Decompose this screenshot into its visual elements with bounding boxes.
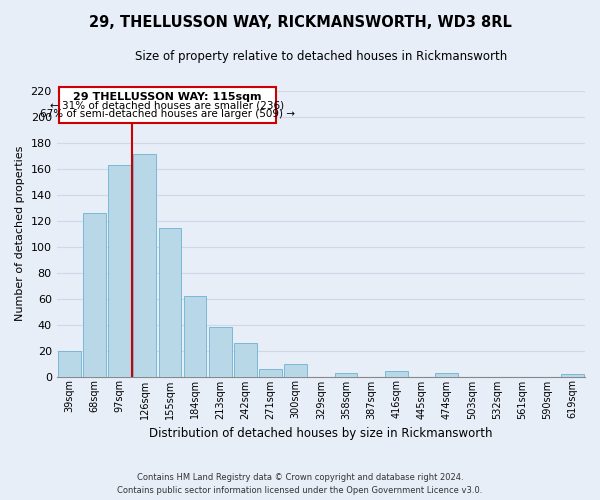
Bar xyxy=(436,372,458,376)
Bar xyxy=(385,372,407,376)
Bar xyxy=(561,374,584,376)
Text: 67% of semi-detached houses are larger (509) →: 67% of semi-detached houses are larger (… xyxy=(40,109,295,119)
Text: Contains HM Land Registry data © Crown copyright and database right 2024.
Contai: Contains HM Land Registry data © Crown c… xyxy=(118,473,482,495)
Bar xyxy=(335,372,358,376)
Text: ← 31% of detached houses are smaller (236): ← 31% of detached houses are smaller (23… xyxy=(50,100,284,110)
Title: Size of property relative to detached houses in Rickmansworth: Size of property relative to detached ho… xyxy=(135,50,507,63)
Bar xyxy=(284,364,307,376)
Bar xyxy=(133,154,156,376)
Text: 29 THELLUSSON WAY: 115sqm: 29 THELLUSSON WAY: 115sqm xyxy=(73,92,262,102)
Bar xyxy=(108,164,131,376)
X-axis label: Distribution of detached houses by size in Rickmansworth: Distribution of detached houses by size … xyxy=(149,427,493,440)
Bar xyxy=(209,327,232,376)
Bar xyxy=(58,350,80,376)
Bar xyxy=(184,296,206,376)
Bar xyxy=(234,342,257,376)
Text: 29, THELLUSSON WAY, RICKMANSWORTH, WD3 8RL: 29, THELLUSSON WAY, RICKMANSWORTH, WD3 8… xyxy=(89,15,511,30)
Bar xyxy=(158,228,181,376)
Bar xyxy=(259,368,282,376)
Bar xyxy=(83,212,106,376)
FancyBboxPatch shape xyxy=(59,86,275,123)
Y-axis label: Number of detached properties: Number of detached properties xyxy=(15,146,25,321)
